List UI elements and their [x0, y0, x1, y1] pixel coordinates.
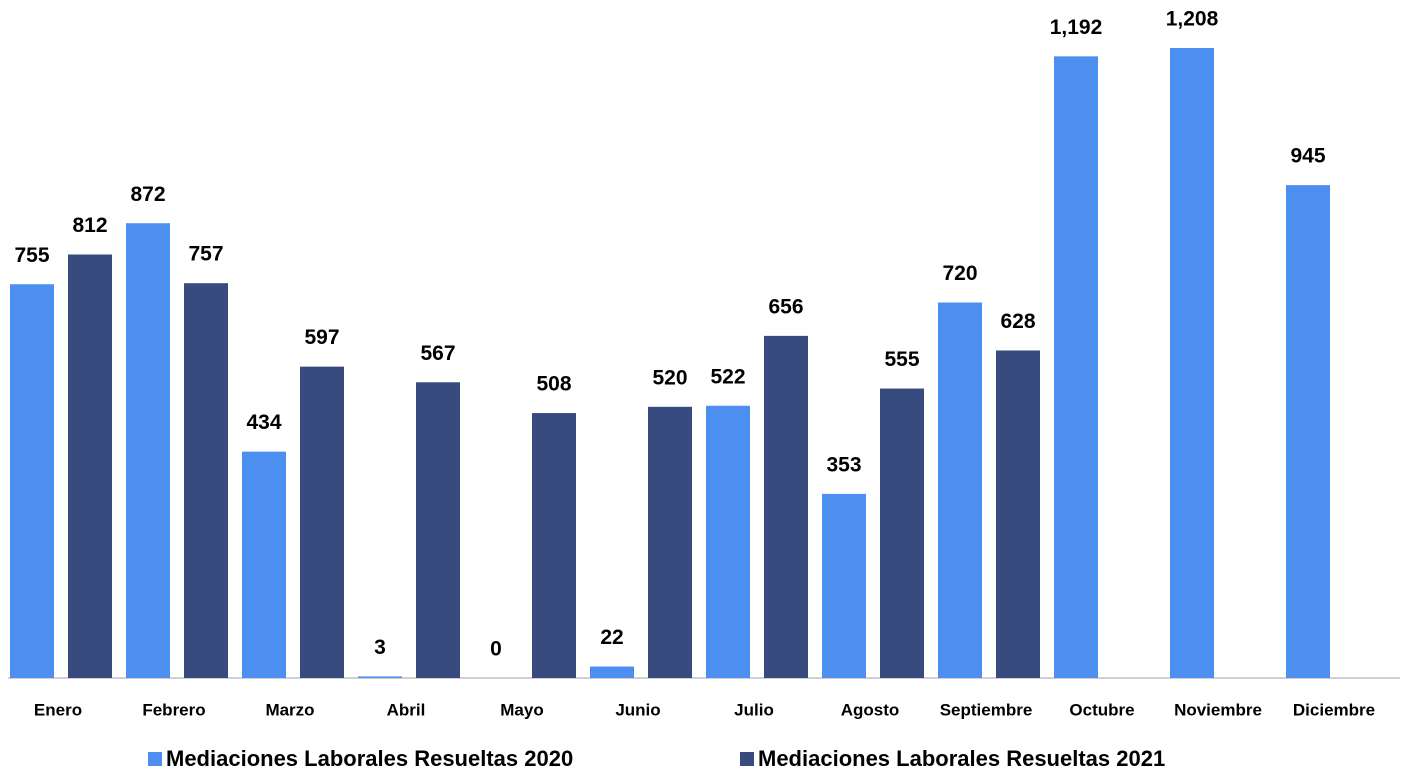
bar: [1170, 47, 1214, 678]
data-label: 597: [304, 326, 339, 349]
legend-swatch: [148, 752, 162, 766]
data-label: 872: [130, 183, 165, 206]
bar: [1286, 185, 1330, 678]
data-label: 628: [1000, 310, 1035, 333]
x-tick-label: Junio: [615, 700, 660, 719]
bar: [1054, 56, 1098, 678]
bar: [822, 493, 866, 678]
x-tick-label: Septiembre: [940, 700, 1033, 719]
data-label: 1,208: [1166, 8, 1219, 31]
data-label: 1,192: [1050, 16, 1103, 39]
data-label: 434: [246, 411, 281, 434]
bar: [126, 223, 170, 679]
data-label: 3: [374, 636, 386, 659]
bar: [996, 350, 1040, 678]
data-label: 656: [768, 295, 803, 318]
bar: [532, 413, 576, 678]
bar: [300, 366, 344, 678]
x-tick-label: Enero: [34, 700, 82, 719]
bar: [68, 254, 112, 678]
legend-swatch: [740, 752, 754, 766]
data-label: 353: [826, 453, 861, 476]
x-tick-label: Febrero: [142, 700, 205, 719]
x-tick-label: Diciembre: [1293, 700, 1375, 719]
data-label: 812: [72, 214, 107, 237]
bar: [358, 676, 402, 678]
bar: [590, 666, 634, 678]
bar: [242, 451, 286, 678]
data-label: 520: [652, 366, 687, 389]
data-label: 22: [600, 626, 623, 649]
data-label: 720: [942, 262, 977, 285]
bar: [184, 283, 228, 678]
bar: [764, 335, 808, 678]
x-tick-label: Octubre: [1069, 700, 1134, 719]
bar: [416, 382, 460, 678]
data-label: 567: [420, 342, 455, 365]
bar: [706, 405, 750, 678]
data-label: 522: [710, 365, 745, 388]
bar: [648, 406, 692, 678]
data-label: 508: [536, 373, 571, 396]
data-label: 0: [490, 638, 502, 661]
bar: [880, 388, 924, 678]
data-label: 757: [188, 243, 223, 266]
bar: [938, 302, 982, 678]
x-tick-label: Abril: [387, 700, 426, 719]
x-tick-label: Agosto: [841, 700, 900, 719]
data-label: 945: [1290, 145, 1325, 168]
data-label: 555: [884, 348, 919, 371]
legend-label: Mediaciones Laborales Resueltas 2021: [758, 746, 1165, 771]
x-tick-label: Noviembre: [1174, 700, 1262, 719]
x-tick-label: Marzo: [265, 700, 314, 719]
x-tick-label: Mayo: [500, 700, 543, 719]
data-label: 755: [14, 244, 49, 267]
legend-label: Mediaciones Laborales Resueltas 2020: [166, 746, 573, 771]
x-tick-label: Julio: [734, 700, 774, 719]
bar: [10, 284, 54, 678]
